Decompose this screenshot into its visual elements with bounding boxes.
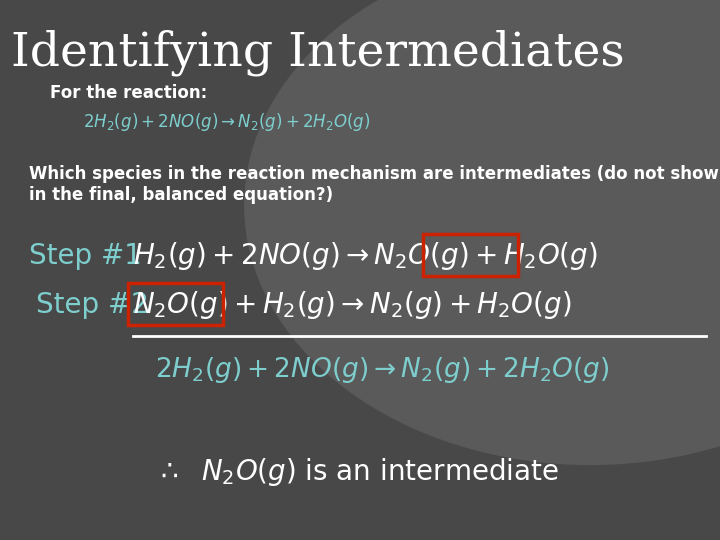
Text: $2H_2(g) + 2NO(g) \rightarrow N_2(g) + 2H_2O(g)$: $2H_2(g) + 2NO(g) \rightarrow N_2(g) + 2… [155,355,609,385]
Text: $H_2(g) + 2NO(g) \rightarrow N_2O(g) + H_2O(g)$: $H_2(g) + 2NO(g) \rightarrow N_2O(g) + H… [133,240,598,273]
Text: $2H_2(g) + 2NO(g) \rightarrow N_2(g) + 2H_2O(g)$: $2H_2(g) + 2NO(g) \rightarrow N_2(g) + 2… [83,111,370,133]
Text: $N_2O(g) + H_2(g) \rightarrow N_2(g) + H_2O(g)$: $N_2O(g) + H_2(g) \rightarrow N_2(g) + H… [133,289,572,321]
Text: Step #1: Step #1 [29,242,142,271]
Text: $\therefore$  $N_2O(g)$ is an intermediate: $\therefore$ $N_2O(g)$ is an intermediat… [155,456,559,489]
Text: Identifying Intermediates: Identifying Intermediates [11,30,624,76]
Text: in the final, balanced equation?): in the final, balanced equation?) [29,186,333,204]
Text: Which species in the reaction mechanism are intermediates (do not show up: Which species in the reaction mechanism … [29,165,720,183]
Text: For the reaction:: For the reaction: [50,84,207,102]
Text: Step #2: Step #2 [36,291,149,319]
Circle shape [245,0,720,464]
